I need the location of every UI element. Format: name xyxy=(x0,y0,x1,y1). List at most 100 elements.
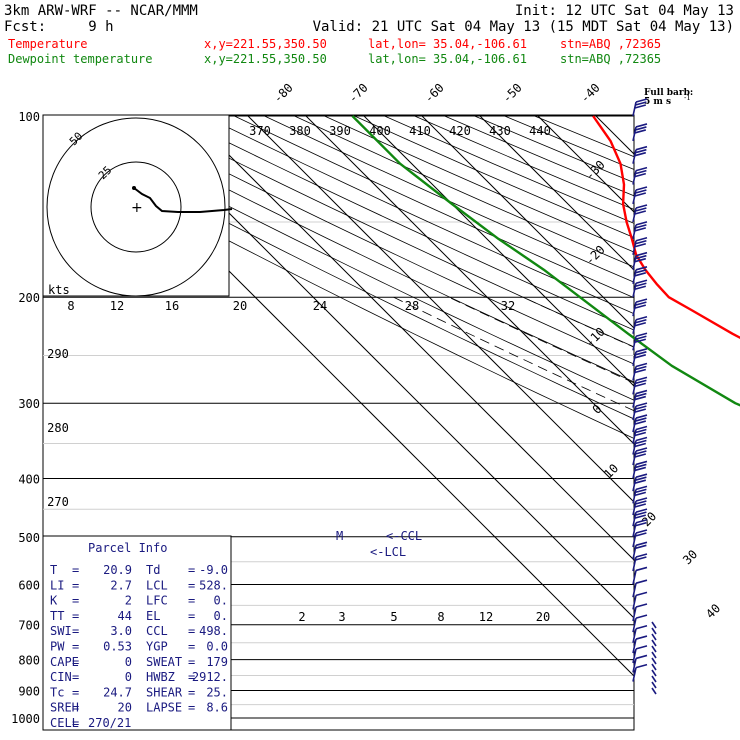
wind-barb-flag xyxy=(635,207,647,212)
parcel-value: 20.9 xyxy=(103,563,132,577)
inset-theta-label: 370 xyxy=(249,124,271,138)
parcel-eq: = xyxy=(188,701,195,715)
parcel-value: 270/21 xyxy=(88,716,131,730)
wind-barb-flag xyxy=(635,362,648,368)
wind-barb-flag xyxy=(635,439,647,445)
parcel-key: LCL xyxy=(146,578,168,592)
parcel-value: -9.0 xyxy=(199,563,228,577)
wind-barb-flag xyxy=(635,614,648,619)
isobar-label: 700 xyxy=(18,619,40,633)
parcel-value: 0. xyxy=(214,609,228,623)
wind-barb-flag xyxy=(635,166,648,172)
surface-barb xyxy=(651,663,657,671)
init-time: Init: 12 UTC Sat 04 May 13 xyxy=(515,3,734,19)
wind-barb-flag xyxy=(634,408,647,413)
wind-barb-flag xyxy=(635,508,648,513)
inset-theta-label: 390 xyxy=(329,124,351,138)
inset-theta-label: 380 xyxy=(289,124,311,138)
wind-barb-flag xyxy=(635,298,648,303)
isobar-label: 400 xyxy=(18,472,40,486)
wind-barb-flag xyxy=(635,389,648,395)
inset-temp-label: 12 xyxy=(110,299,124,313)
wind-barb-flag xyxy=(635,376,648,382)
wind-barb-flag xyxy=(635,544,647,550)
wind-barb-flag xyxy=(635,254,647,260)
inset-theta-label: 420 xyxy=(449,124,471,138)
wind-barb xyxy=(632,236,648,255)
inset-temp-label: 8 xyxy=(67,299,74,313)
dry-adiabat xyxy=(43,142,634,439)
parcel-title: Parcel Info xyxy=(88,541,167,555)
wind-barb-flag xyxy=(635,315,648,321)
wind-barb-flag xyxy=(635,318,647,324)
wind-barb-flag xyxy=(635,556,647,561)
isotherm-line xyxy=(189,115,634,561)
parcel-eq: = xyxy=(188,655,195,669)
wind-barb-flag xyxy=(634,442,647,448)
surface-barb xyxy=(651,621,657,629)
wind-barb xyxy=(632,579,648,598)
parcel-eq: = xyxy=(188,624,195,638)
wind-barb xyxy=(632,497,648,516)
wind-barb xyxy=(632,654,648,673)
parcel-value: 498. xyxy=(199,624,228,638)
parcel-eq: = xyxy=(188,609,195,623)
lcl-label: <-LCL xyxy=(370,545,406,559)
wind-barb-flag xyxy=(635,463,647,469)
parcel-key: HWBZ xyxy=(146,670,175,684)
barb-legend-line2: 5 m s xyxy=(644,97,671,107)
parcel-value: 20 xyxy=(118,701,132,715)
inset-theta-label: 400 xyxy=(369,124,391,138)
wind-barb xyxy=(632,348,648,366)
hodograph-center: + xyxy=(131,200,143,216)
parcel-key: CIN xyxy=(50,670,72,684)
m-marker: M xyxy=(336,529,343,543)
wind-barb-flag xyxy=(634,514,647,519)
wind-barb-flag xyxy=(635,436,648,442)
parcel-value: 528. xyxy=(199,578,228,592)
wind-barb-flag xyxy=(635,148,647,154)
wind-barb-flag xyxy=(635,522,647,527)
parcel-key: CELL xyxy=(50,716,79,730)
wind-barb-flag xyxy=(634,151,647,157)
isotherm-line xyxy=(305,115,634,445)
inset-theta-label: 440 xyxy=(529,124,551,138)
inset-temp-label: 20 xyxy=(233,299,247,313)
wind-barb-flag xyxy=(634,192,647,197)
wind-barb xyxy=(632,279,648,298)
wind-barb-flag xyxy=(634,129,647,134)
wind-barb-flag xyxy=(635,101,647,106)
parcel-eq: = xyxy=(188,594,195,608)
inset-theta-label: 410 xyxy=(409,124,431,138)
wind-barb xyxy=(632,186,648,205)
surface-barb xyxy=(651,639,657,647)
wind-barb-flag xyxy=(635,519,648,524)
wind-barb-flag xyxy=(634,285,647,290)
parcel-value: 25. xyxy=(206,685,228,699)
wind-barb xyxy=(632,298,648,317)
isobar-label: 800 xyxy=(18,654,40,668)
wind-barb-staff xyxy=(632,638,637,654)
wind-barb xyxy=(632,553,648,572)
parcel-value: 0. xyxy=(214,594,228,608)
barb-legend-line1: Full barb: xyxy=(644,88,693,98)
wind-barb-flag xyxy=(635,269,647,274)
mixing-ratio-label: 3 xyxy=(338,610,345,624)
parcel-value: 179 xyxy=(206,655,228,669)
dry-adiabat-label: 290 xyxy=(47,347,69,361)
mixing-ratio-label: 2 xyxy=(298,610,305,624)
wind-barb-flag xyxy=(634,304,647,309)
parcel-key: CCL xyxy=(146,624,168,638)
dewpoint-xy: x,y=221.55,350.50 xyxy=(204,52,327,66)
wind-barb xyxy=(632,123,648,142)
wind-barb-flag xyxy=(635,392,647,398)
plot-frame xyxy=(42,114,635,731)
isotherm-line xyxy=(421,115,634,329)
wind-barb xyxy=(632,166,648,185)
wind-barb xyxy=(632,251,648,270)
wind-barb-flag xyxy=(635,532,647,537)
wind-barb xyxy=(632,485,648,504)
hodograph-start xyxy=(132,186,136,190)
wind-barb xyxy=(632,625,648,643)
parcel-key: SREH xyxy=(50,701,79,715)
